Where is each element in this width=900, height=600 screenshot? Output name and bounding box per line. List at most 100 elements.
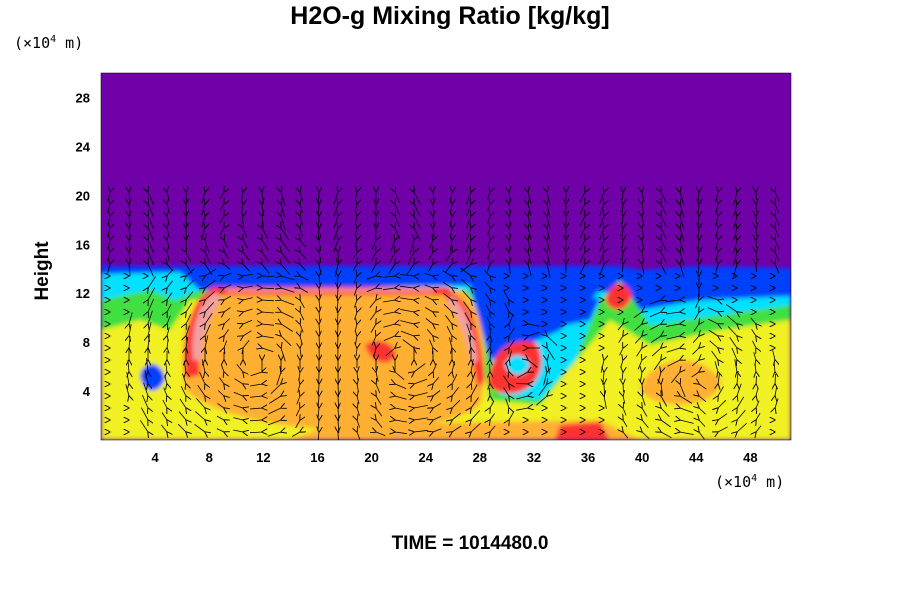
wind-arrow	[148, 310, 153, 324]
wind-arrow	[699, 240, 700, 250]
wind-arrow	[148, 192, 154, 205]
wind-arrow	[148, 240, 154, 253]
wind-arrow	[300, 228, 303, 237]
wind-arrow	[333, 216, 338, 229]
wind-arrow	[775, 204, 780, 214]
wind-arrow	[650, 324, 661, 330]
wind-arrow	[148, 228, 154, 241]
wind-arrow	[661, 408, 670, 417]
wind-arrow	[714, 216, 718, 227]
wind-arrow	[366, 276, 377, 280]
wind-arrow	[661, 240, 667, 251]
wind-arrow	[163, 387, 167, 396]
wind-arrow	[400, 286, 414, 288]
wind-arrow	[205, 335, 209, 348]
wind-arrow	[680, 384, 686, 398]
wind-arrow	[268, 396, 281, 404]
wind-arrow	[243, 228, 248, 238]
wind-arrow	[205, 252, 211, 264]
field-contour	[225, 289, 435, 292]
wind-arrow	[699, 384, 707, 390]
wind-arrow	[129, 312, 133, 324]
wind-arrow	[666, 312, 680, 314]
wind-arrow	[262, 288, 275, 289]
wind-arrow	[414, 192, 421, 205]
wind-arrow	[148, 204, 154, 217]
wind-arrow	[444, 264, 452, 273]
wind-arrow	[338, 336, 339, 350]
wind-arrow	[691, 360, 699, 367]
wind-arrow	[433, 363, 437, 372]
wind-arrow	[699, 252, 700, 262]
wind-arrow	[466, 192, 472, 205]
wind-arrow	[718, 399, 727, 408]
wind-arrow	[383, 312, 395, 315]
wind-arrow	[680, 396, 693, 404]
wind-vectors	[108, 192, 780, 440]
wind-arrow	[395, 420, 407, 422]
field-contour	[445, 292, 485, 388]
wind-arrow	[281, 204, 286, 218]
wind-arrow	[471, 371, 476, 384]
wind-arrow	[718, 373, 720, 384]
wind-arrow	[579, 216, 585, 227]
wind-arrow	[338, 384, 339, 398]
wind-arrow	[699, 204, 700, 214]
field-contour	[365, 341, 396, 363]
wind-arrow	[661, 384, 663, 396]
wind-arrow	[205, 279, 216, 288]
wind-arrow	[220, 364, 224, 373]
wind-arrow	[395, 408, 407, 411]
wind-arrow	[234, 378, 244, 384]
wind-arrow	[199, 372, 205, 384]
wind-arrow	[515, 384, 528, 385]
wind-arrow	[424, 272, 434, 276]
wind-arrow	[142, 395, 148, 408]
wind-arrow	[424, 284, 433, 288]
wind-arrow	[233, 404, 244, 408]
wind-arrow	[224, 272, 232, 276]
wind-arrow	[708, 329, 718, 336]
wind-arrow	[692, 348, 700, 355]
wind-arrow	[486, 316, 490, 324]
wind-arrow	[129, 336, 130, 348]
wind-arrow	[281, 312, 294, 319]
wind-arrow	[463, 301, 471, 313]
wind-arrow	[414, 418, 428, 420]
wind-arrow	[219, 228, 224, 236]
wind-arrow	[167, 315, 171, 324]
wind-arrow	[186, 314, 192, 324]
x-tick-label: 28	[473, 450, 487, 465]
x-tick-label: 4	[152, 450, 160, 465]
wind-arrow	[714, 192, 718, 203]
wind-arrow	[651, 348, 661, 357]
wind-arrow	[528, 324, 540, 327]
wind-arrow	[385, 348, 395, 357]
wind-arrow	[599, 204, 605, 217]
wind-arrow	[300, 252, 307, 260]
wind-arrow	[528, 360, 538, 368]
x-tick-label: 32	[527, 450, 541, 465]
wind-arrow	[319, 216, 320, 228]
wind-arrow	[623, 432, 629, 439]
wind-arrow	[466, 240, 472, 253]
wind-arrow	[443, 292, 452, 300]
wind-arrow	[224, 307, 231, 312]
wind-arrow	[250, 396, 262, 397]
wind-arrow	[196, 398, 205, 408]
wind-arrow	[376, 432, 386, 437]
wind-arrow	[262, 348, 274, 353]
wind-arrow	[395, 372, 405, 381]
wind-arrow	[433, 390, 441, 397]
wind-arrow	[504, 302, 509, 312]
wind-arrow	[281, 288, 295, 293]
wind-arrow	[167, 339, 168, 348]
wind-arrow	[642, 408, 648, 417]
wind-arrow	[487, 264, 490, 272]
wind-arrow	[452, 374, 458, 384]
wind-arrow	[383, 324, 395, 328]
wind-arrow	[167, 252, 170, 261]
wind-arrow	[680, 408, 694, 414]
wind-arrow	[262, 264, 270, 274]
wind-arrow	[319, 204, 320, 216]
